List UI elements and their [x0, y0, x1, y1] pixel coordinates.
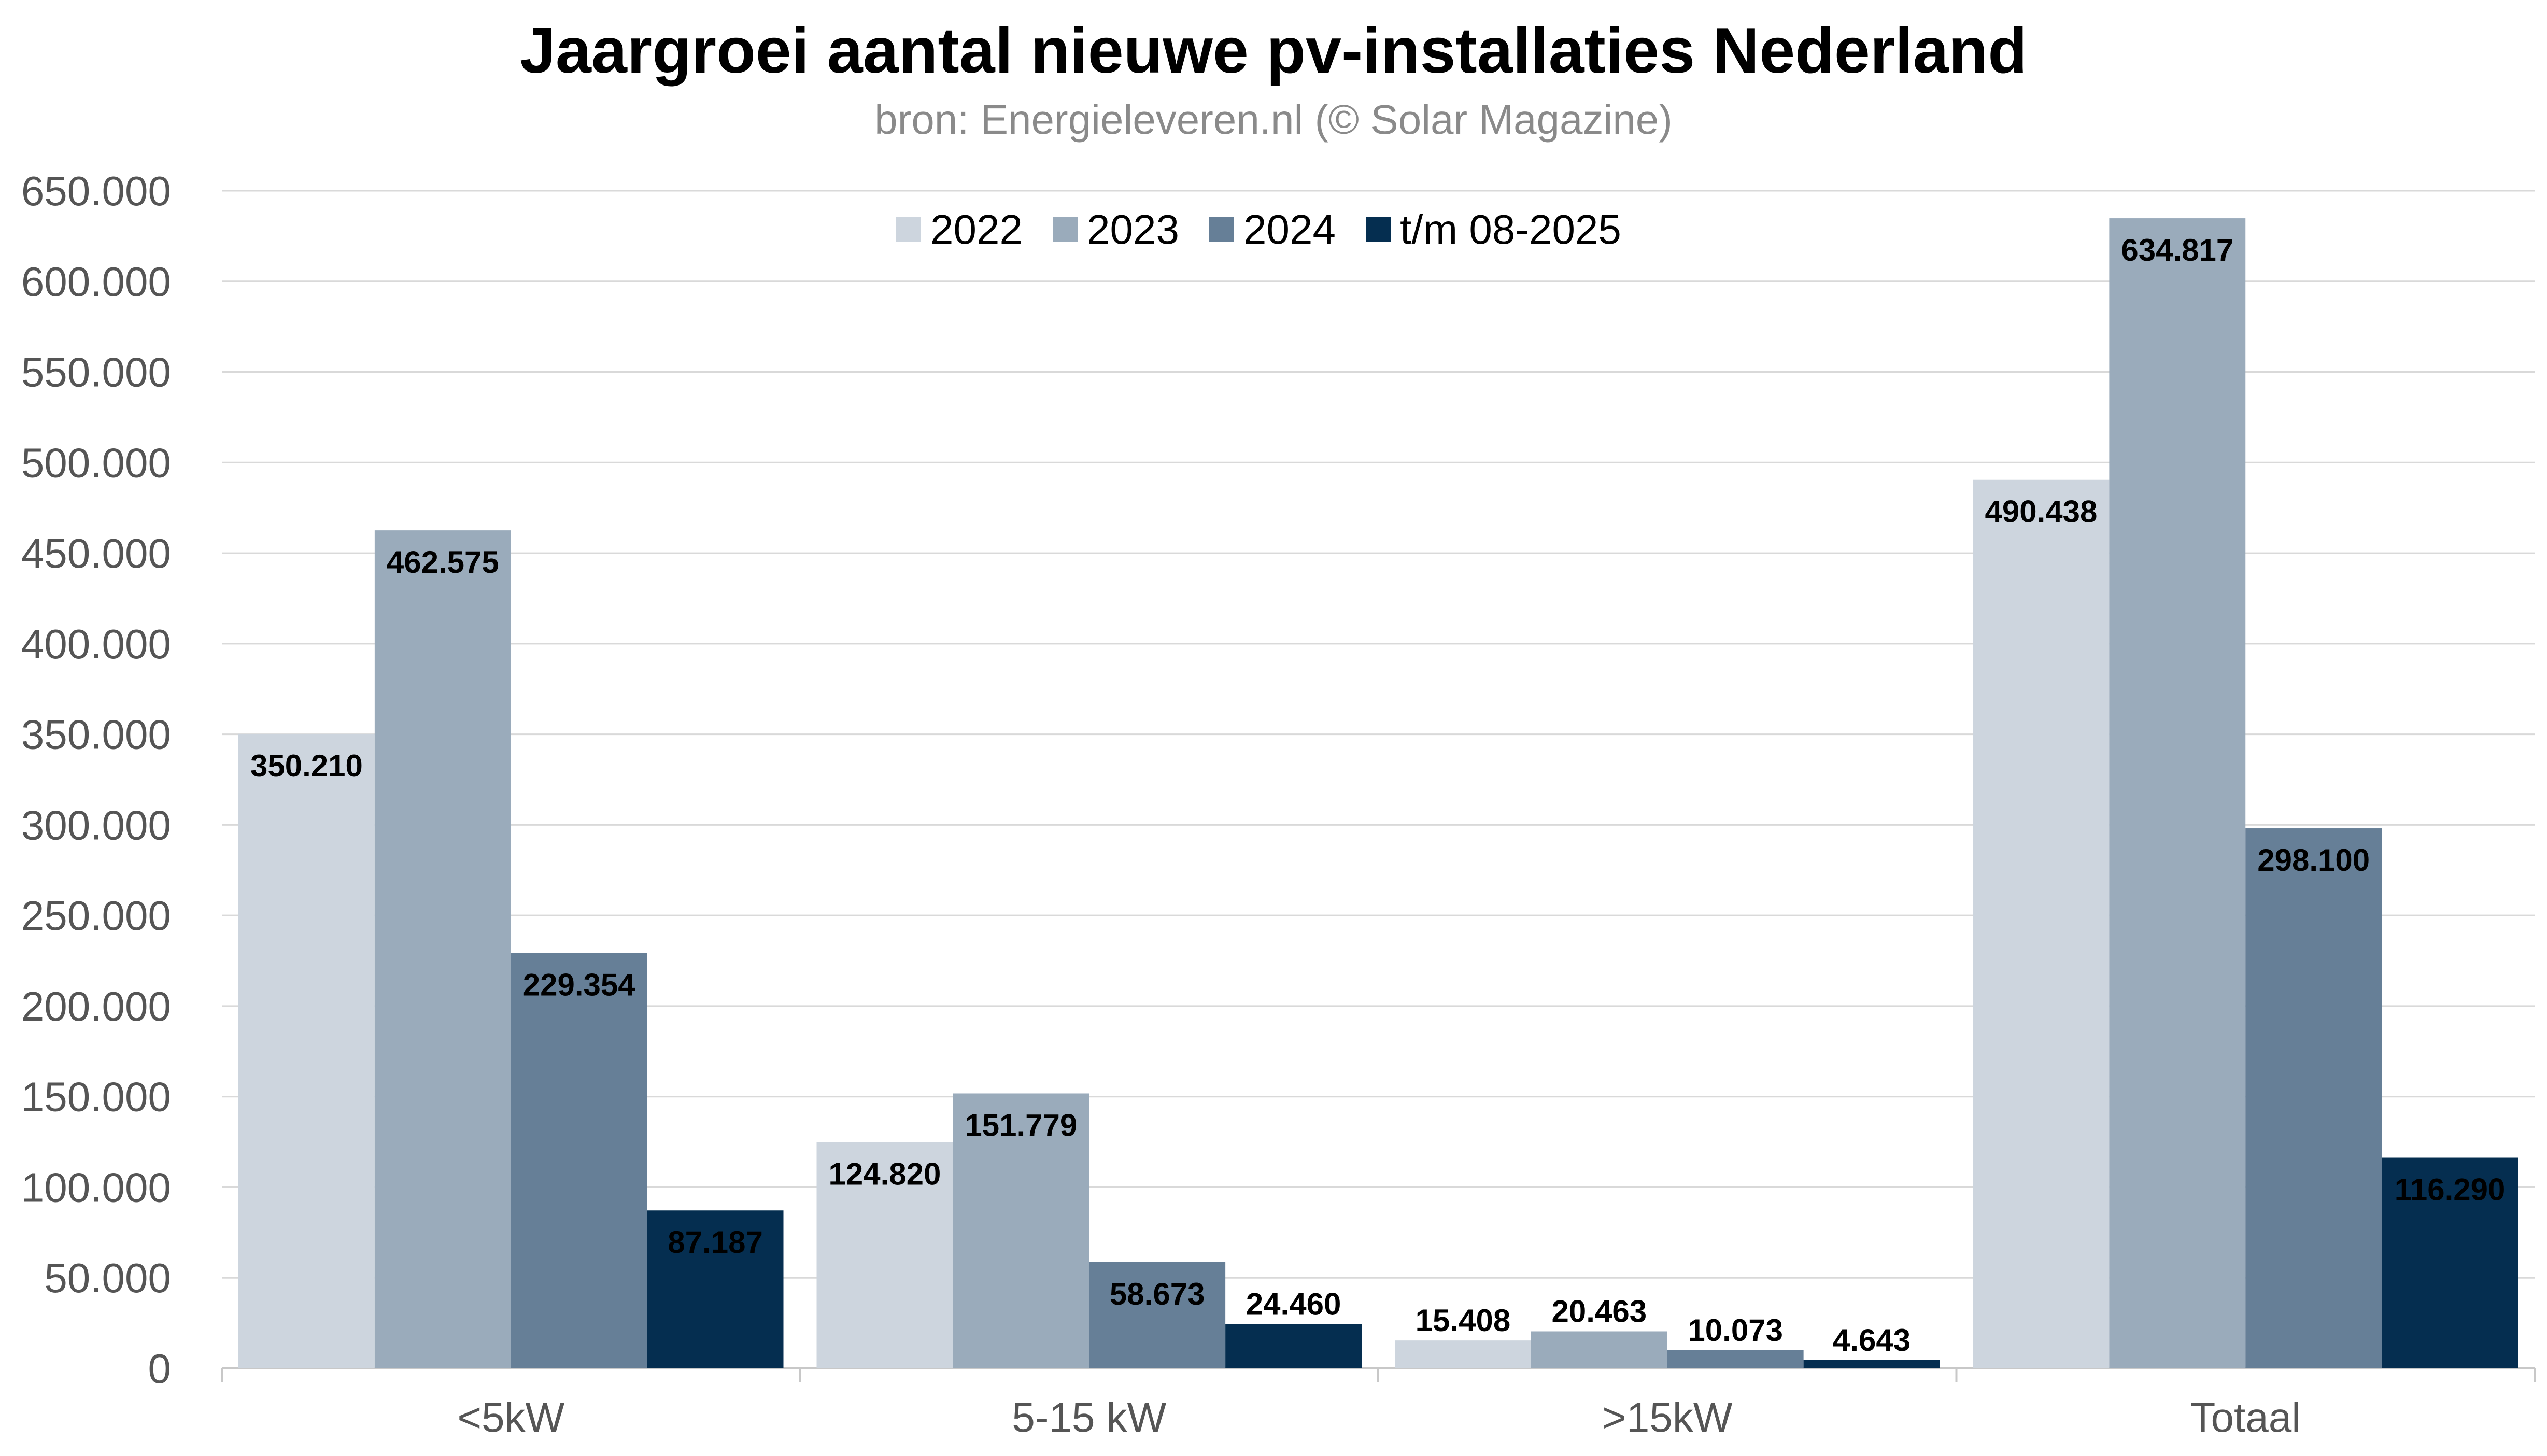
bar: [374, 530, 511, 1368]
legend-swatch: [1366, 217, 1391, 242]
y-tick-label: 250.000: [21, 893, 171, 939]
legend-label: 2024: [1243, 206, 1336, 252]
bar: [1803, 1360, 1940, 1368]
data-label: 462.575: [387, 545, 499, 579]
data-label: 350.210: [250, 748, 363, 783]
y-tick-label: 150.000: [21, 1074, 171, 1120]
x-tick-label: <5kW: [457, 1394, 564, 1440]
x-tick-label: Totaal: [2190, 1394, 2301, 1440]
chart-title: Jaargroei aantal nieuwe pv-installaties …: [520, 15, 2027, 87]
y-tick-label: 550.000: [21, 349, 171, 395]
legend-swatch: [1209, 217, 1234, 242]
data-label: 124.820: [828, 1157, 941, 1192]
data-labels: 350.210 124.820 15.408 490.438 462.575 151.77…: [250, 233, 2505, 1358]
bar: [1531, 1331, 1667, 1368]
bar: [1225, 1324, 1362, 1368]
data-label: 116.290: [2395, 1172, 2506, 1207]
bar: [953, 1093, 1089, 1368]
bar: [1395, 1340, 1531, 1368]
data-label: 58.673: [1110, 1277, 1205, 1311]
y-tick-label: 0: [148, 1346, 172, 1392]
bar: [2245, 828, 2382, 1368]
y-tick-label: 300.000: [21, 802, 171, 848]
x-tick-label: >15kW: [1602, 1394, 1733, 1440]
x-tick-label: 5-15 kW: [1012, 1394, 1166, 1440]
bar: [647, 1210, 784, 1368]
legend-label: 2022: [930, 206, 1023, 252]
legend: 2022 2023 2024 t/m 08-2025: [896, 206, 1621, 252]
data-label: 151.779: [965, 1108, 1077, 1142]
data-label: 15.408: [1416, 1303, 1511, 1338]
data-label: 10.073: [1688, 1313, 1783, 1348]
legend-swatch: [1053, 217, 1078, 242]
y-tick-label: 650.000: [21, 168, 171, 214]
legend-label: 2023: [1087, 206, 1179, 252]
legend-swatch: [896, 217, 921, 242]
data-label: 87.187: [668, 1225, 763, 1260]
y-tick-label: 400.000: [21, 621, 171, 667]
data-label: 229.354: [523, 967, 636, 1002]
bar: [1089, 1262, 1226, 1368]
y-tick-label: 200.000: [21, 983, 171, 1029]
y-tick-label: 50.000: [44, 1255, 171, 1301]
bar: [816, 1142, 953, 1368]
data-label: 490.438: [1985, 494, 2097, 529]
bar: [1667, 1350, 1804, 1368]
axes: 0 50.000 100.000 150.000 200.000 250.000 300.0…: [21, 168, 2536, 1440]
data-label: 4.643: [1833, 1323, 1911, 1358]
data-label: 634.817: [2121, 233, 2233, 267]
y-tick-label: 450.000: [21, 530, 171, 576]
bar: [2109, 218, 2246, 1369]
y-tick-label: 500.000: [21, 440, 171, 486]
data-label: 20.463: [1552, 1294, 1647, 1328]
y-tick-label: 100.000: [21, 1164, 171, 1210]
bar: [511, 953, 647, 1368]
data-label: 298.100: [2257, 843, 2370, 878]
y-tick-label: 600.000: [21, 259, 171, 305]
data-label: 24.460: [1246, 1287, 1341, 1322]
legend-label: t/m 08-2025: [1400, 206, 1621, 252]
y-tick-label: 350.000: [21, 712, 171, 758]
bars: [238, 218, 2518, 1369]
chart-subtitle: bron: Energieleveren.nl (© Solar Magazin…: [874, 96, 1673, 143]
bar: [2382, 1157, 2518, 1368]
bar: [1973, 479, 2110, 1369]
bar: [238, 733, 375, 1368]
